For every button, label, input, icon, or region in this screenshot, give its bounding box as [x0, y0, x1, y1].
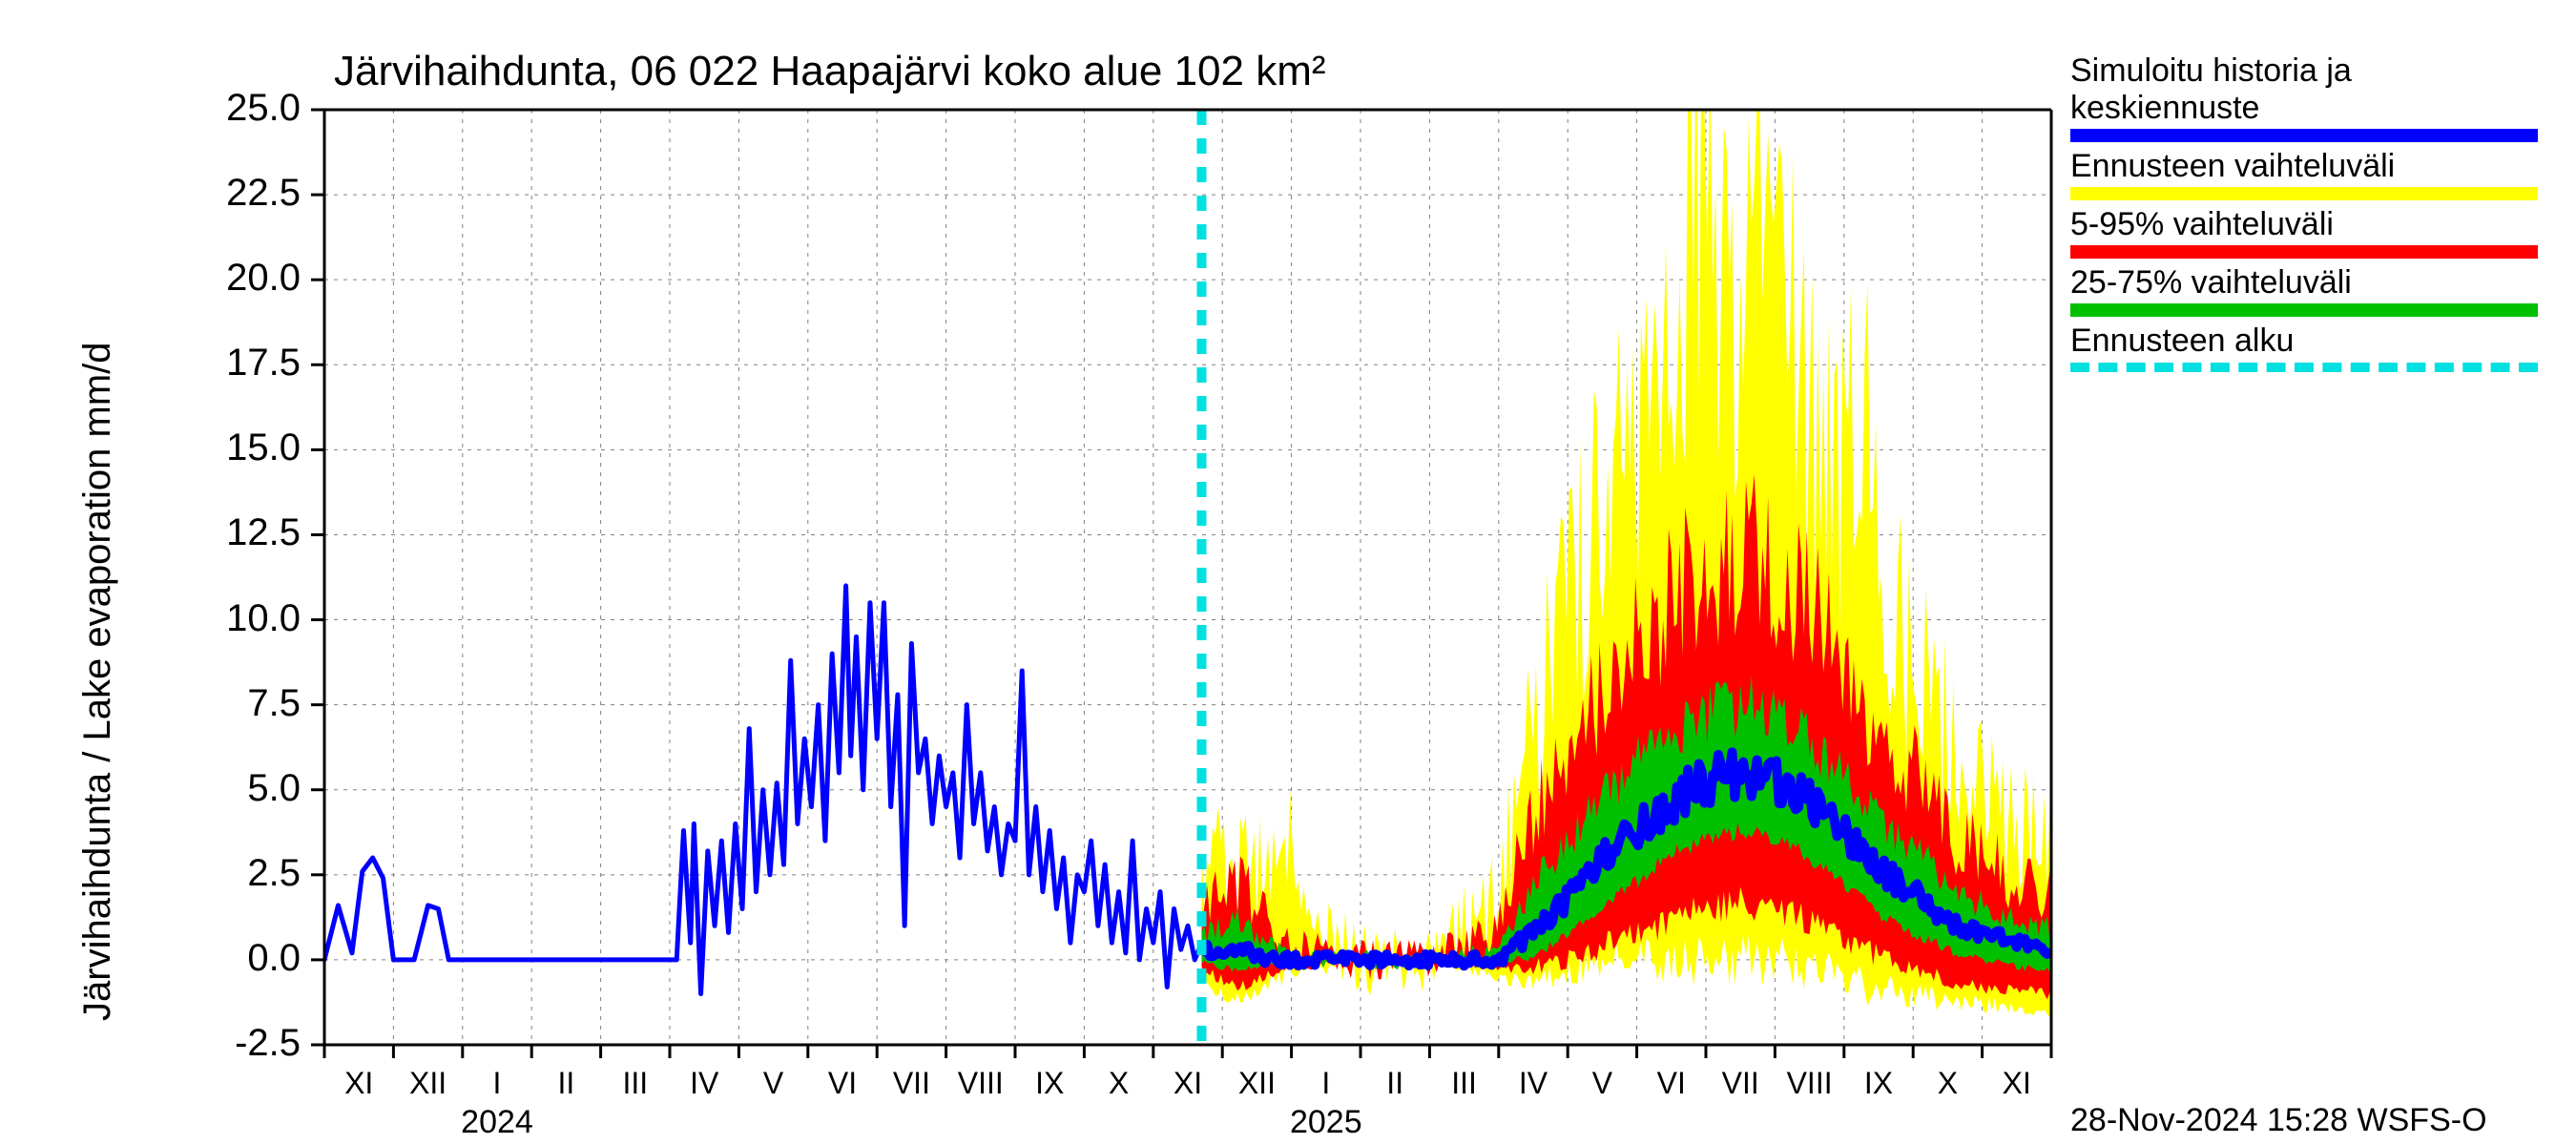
year-label: 2024	[461, 1104, 533, 1141]
legend-swatch	[2070, 187, 2538, 200]
legend-text: 5-95% vaihteluväli	[2070, 206, 2538, 243]
legend-swatch	[2070, 129, 2538, 142]
legend-item: Simuloitu historia ja keskiennuste	[2070, 52, 2538, 142]
footer-timestamp: 28-Nov-2024 15:28 WSFS-O	[2070, 1102, 2487, 1139]
legend-item: 25-75% vaihteluväli	[2070, 264, 2538, 317]
legend-swatch	[2070, 303, 2538, 317]
legend-item: Ennusteen alku	[2070, 323, 2538, 371]
legend-text: Ennusteen vaihteluväli	[2070, 148, 2538, 185]
legend-text: Simuloitu historia ja keskiennuste	[2070, 52, 2538, 127]
chart-container: Järvihaihdunta, 06 022 Haapajärvi koko a…	[0, 0, 2576, 1145]
year-label: 2025	[1290, 1104, 1362, 1141]
legend-item: Ennusteen vaihteluväli	[2070, 148, 2538, 200]
legend-text: 25-75% vaihteluväli	[2070, 264, 2538, 302]
legend-swatch	[2070, 245, 2538, 259]
legend: Simuloitu historia ja keskiennuste Ennust…	[2070, 52, 2538, 378]
plot-svg	[0, 0, 2089, 1083]
legend-text: Ennusteen alku	[2070, 323, 2538, 360]
legend-swatch	[2070, 363, 2538, 372]
legend-item: 5-95% vaihteluväli	[2070, 206, 2538, 259]
